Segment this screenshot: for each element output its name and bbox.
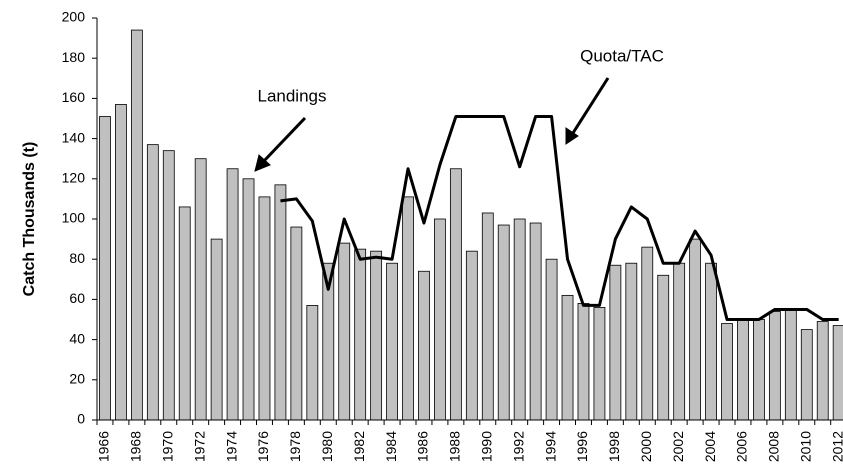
x-tick-label: 2012 xyxy=(829,431,843,462)
y-tick-label: 160 xyxy=(62,89,86,105)
bar xyxy=(481,212,494,421)
bar xyxy=(386,262,398,421)
bar xyxy=(545,258,558,421)
x-tick-label: 1974 xyxy=(223,431,239,462)
y-tick-label: 60 xyxy=(69,290,85,306)
bar xyxy=(434,218,446,421)
y-tick-label: 100 xyxy=(62,210,86,226)
x-tick-label: 1994 xyxy=(542,431,558,462)
bar xyxy=(226,168,239,421)
bar xyxy=(306,305,319,421)
y-tick-label: 200 xyxy=(62,9,86,25)
plot: 0 20 40 60 80 100 120 140 160 180 200 1966 1968 1970 1… xyxy=(62,9,843,462)
bar xyxy=(194,158,207,421)
bar xyxy=(577,303,590,421)
bar xyxy=(784,309,797,421)
x-tick-label: 1988 xyxy=(447,431,463,462)
bar xyxy=(513,218,526,421)
bar xyxy=(609,264,622,421)
bar xyxy=(402,196,414,421)
x-tick-label: 1980 xyxy=(319,431,335,462)
bar xyxy=(529,222,542,421)
bar xyxy=(290,226,303,421)
x-tick-label: 1984 xyxy=(383,431,399,462)
x-tick-label: 1998 xyxy=(606,431,622,462)
x-tick-label: 2008 xyxy=(766,431,782,462)
x-tick-label: 1992 xyxy=(510,431,526,462)
y-tick-label: 140 xyxy=(62,129,86,145)
x-tick-label: 1966 xyxy=(96,431,112,462)
bar xyxy=(816,321,829,421)
y-axis-label: Catch Thousands (t) xyxy=(21,142,38,297)
y-tick-label: 0 xyxy=(77,411,85,427)
x-tick-label: 2006 xyxy=(734,431,750,462)
bar xyxy=(673,262,686,421)
y-tick-label: 80 xyxy=(69,250,85,266)
bar xyxy=(274,184,287,421)
bar xyxy=(210,238,223,421)
annotation: Quota/TAC xyxy=(580,46,664,65)
bar xyxy=(768,311,781,421)
x-tick-label: 1996 xyxy=(574,431,590,462)
x-tick-label: 2002 xyxy=(670,431,686,462)
bar xyxy=(465,250,478,421)
bar xyxy=(657,274,670,421)
arrow xyxy=(254,77,610,172)
bar xyxy=(338,242,351,421)
annotation: Landings xyxy=(257,86,326,105)
bar xyxy=(418,270,430,421)
bar xyxy=(115,104,127,421)
bar xyxy=(99,116,111,421)
bar xyxy=(753,319,765,421)
bar xyxy=(641,246,654,421)
bar xyxy=(242,178,255,421)
bar xyxy=(178,206,191,421)
bar xyxy=(354,248,367,421)
y-tick-label: 120 xyxy=(62,170,86,186)
x-tick-label: 1970 xyxy=(159,431,175,462)
x-tick-label: 1976 xyxy=(255,431,271,462)
bar xyxy=(705,262,717,421)
bar xyxy=(800,329,813,421)
x-tick-label: 2010 xyxy=(797,431,813,462)
bar xyxy=(561,294,574,421)
bar xyxy=(130,29,143,421)
bar xyxy=(162,150,175,421)
x-tick-label: 2004 xyxy=(702,431,718,462)
y-tick-label: 180 xyxy=(62,49,86,65)
x-tick-label: 1986 xyxy=(415,431,431,462)
bar xyxy=(689,238,702,421)
bar xyxy=(625,262,638,421)
bar xyxy=(737,319,749,421)
y-tick-label: 40 xyxy=(69,330,85,346)
x-tick-label: 1978 xyxy=(287,431,303,462)
x-tick-label: 2000 xyxy=(638,431,654,462)
bar xyxy=(832,325,843,421)
bar xyxy=(449,168,462,421)
bar xyxy=(146,144,159,421)
line xyxy=(280,114,839,321)
bar xyxy=(370,250,383,421)
x-tick-label: 1982 xyxy=(351,431,367,462)
bar xyxy=(593,307,606,421)
x-tick-label: 1968 xyxy=(128,431,144,462)
bar xyxy=(258,196,271,421)
x-tick-label: 1972 xyxy=(191,431,207,462)
bar xyxy=(497,224,510,421)
bar xyxy=(721,323,733,421)
x-tick-label: 1990 xyxy=(478,431,494,462)
y-tick-label: 20 xyxy=(69,371,85,387)
